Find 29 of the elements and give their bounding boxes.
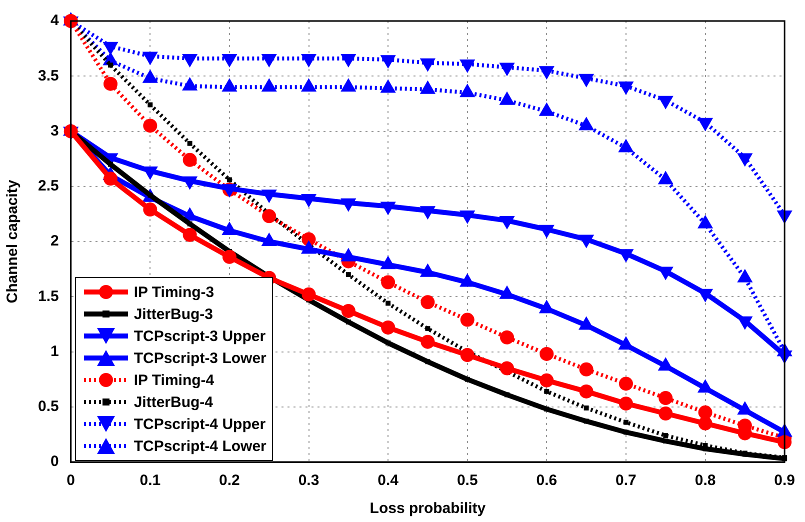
x-tick-label: 0.9 <box>774 472 796 490</box>
x-tick-label: 0.3 <box>298 472 320 490</box>
x-tick-label: 0.5 <box>456 472 478 490</box>
legend-label: TCPscript-4 Lower <box>134 438 266 454</box>
y-tick-label: 2.5 <box>38 178 59 195</box>
y-tick-label: 0.5 <box>38 398 59 416</box>
x-tick-label: 0.8 <box>694 472 716 490</box>
y-tick-label: 4 <box>50 12 60 30</box>
x-tick-label: 0 <box>66 472 76 490</box>
y-tick-label: 0 <box>50 453 59 470</box>
legend-label: JitterBug-3 <box>134 306 214 322</box>
y-tick-label: 3.5 <box>38 67 59 84</box>
y-axis-title: Channel capacity <box>4 179 22 304</box>
y-tick-label: 2 <box>50 232 59 250</box>
x-tick-label: 0.1 <box>140 472 161 490</box>
legend-label: IP Timing-3 <box>134 284 214 300</box>
x-tick-label: 0.4 <box>378 472 400 490</box>
legend-label: IP Timing-4 <box>134 372 214 388</box>
legend-label: TCPscript-3 Upper <box>134 328 266 344</box>
y-tick-label: 1 <box>50 342 59 360</box>
y-tick-label: 3 <box>50 122 59 140</box>
legend-label: JitterBug-4 <box>134 394 214 410</box>
x-tick-label: 0.6 <box>536 472 558 490</box>
x-tick-label: 0.7 <box>616 472 636 490</box>
x-axis-title: Loss probability <box>370 500 486 518</box>
legend-label: TCPscript-3 Lower <box>134 350 266 366</box>
legend-label: TCPscript-4 Upper <box>134 416 266 432</box>
x-tick-label: 0.2 <box>219 472 240 490</box>
y-tick-label: 1.5 <box>38 288 59 305</box>
